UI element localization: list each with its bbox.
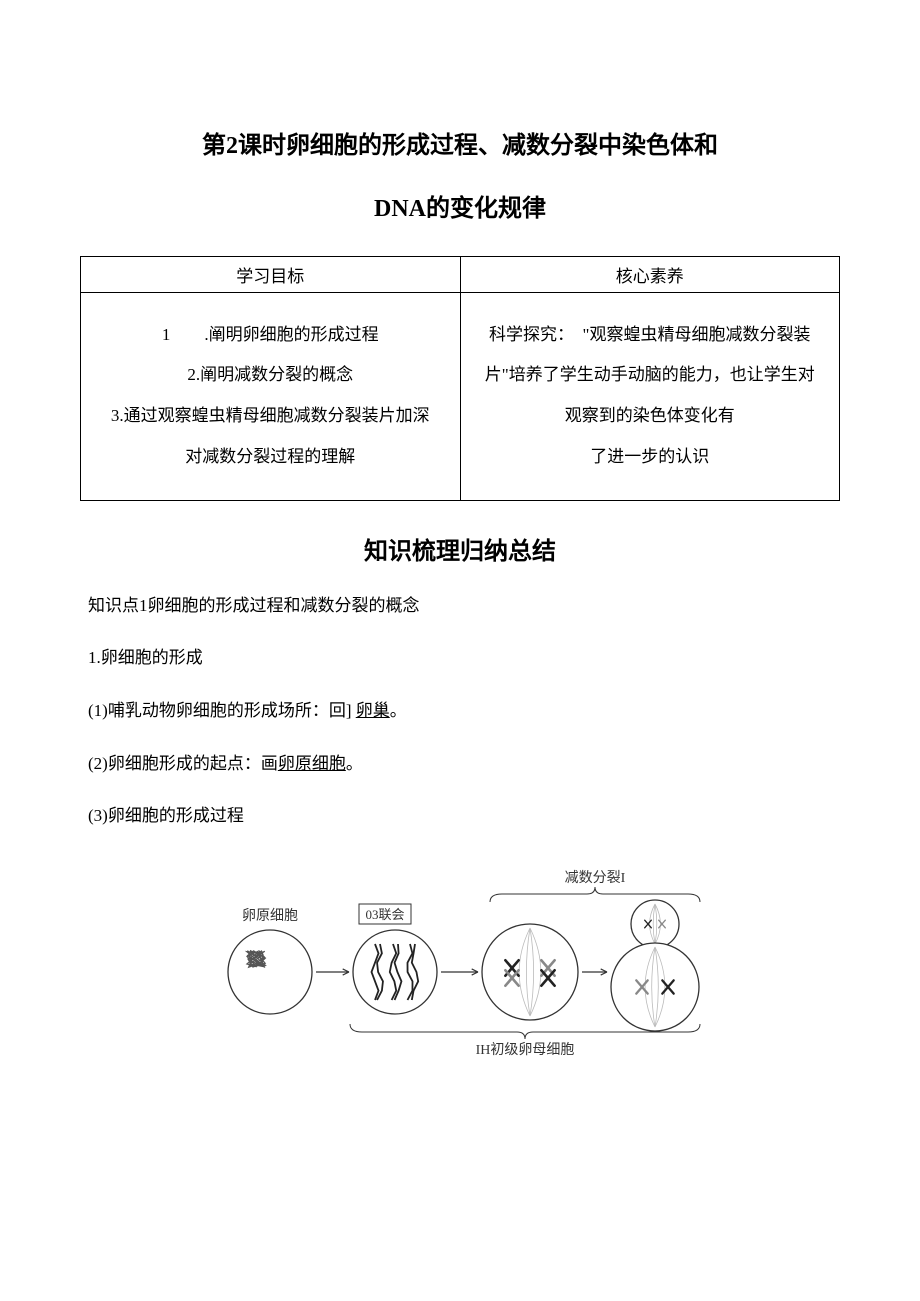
knowledge-point-header: 知识点1卵细胞的形成过程和减数分裂的概念 [80,591,840,622]
svg-text:卵原细胞: 卵原细胞 [242,908,298,924]
obj-right-line1: 科学探究： "观察蝗虫精母细胞减数分裂装 [467,315,834,356]
item-1-1: (1)哺乳动物卵细胞的形成场所：回] 卵巢。 [80,696,840,727]
svg-text:减数分裂I: 减数分裂I [565,870,626,886]
obj-left-line4: 对减数分裂过程的理解 [87,437,454,478]
item-1-3: (3)卵细胞的形成过程 [80,801,840,832]
table-header-left: 学习目标 [81,256,461,292]
page-title-line1: 第2课时卵细胞的形成过程、减数分裂中染色体和 [80,120,840,173]
section-header: 知识梳理归纳总结 [80,531,840,566]
meiosis-diagram-svg: 减数分裂I 卵原细胞 03联会 IH初级卵母细胞 [200,862,720,1062]
svg-text:03联会: 03联会 [365,907,404,922]
item-1-1-pre: (1)哺乳动物卵细胞的形成场所：回] [88,701,356,720]
obj-left-line1: 1 .阐明卵细胞的形成过程 [87,315,454,356]
table-cell-left: 1 .阐明卵细胞的形成过程 2.阐明减数分裂的概念 3.通过观察蝗虫精母细胞减数… [81,292,461,500]
meiosis-diagram: 减数分裂I 卵原细胞 03联会 IH初级卵母细胞 [80,862,840,1067]
item-1-1-underline: 卵巢 [356,701,390,720]
obj-right-line4: 了进一步的认识 [467,437,834,478]
obj-left-line3: 3.通过观察蝗虫精母细胞减数分裂装片加深 [87,396,454,437]
obj-right-line3: 观察到的染色体变化有 [467,396,834,437]
svg-text:IH初级卵母细胞: IH初级卵母细胞 [476,1041,575,1058]
page-title-line2: DNA的变化规律 [80,183,840,236]
obj-left-line2: 2.阐明减数分裂的概念 [87,355,454,396]
item-1-1-post: 。 [390,701,407,720]
table-cell-right: 科学探究： "观察蝗虫精母细胞减数分裂装 片"培养了学生动手动脑的能力，也让学生… [460,292,840,500]
table-header-right: 核心素养 [460,256,840,292]
objectives-table: 学习目标 核心素养 1 .阐明卵细胞的形成过程 2.阐明减数分裂的概念 3.通过… [80,256,840,501]
obj-right-line2: 片"培养了学生动手动脑的能力，也让学生对 [467,355,834,396]
item-1: 1.卵细胞的形成 [80,643,840,674]
item-1-2-pre: (2)卵细胞形成的起点：画 [88,754,278,773]
item-1-2: (2)卵细胞形成的起点：画卵原细胞。 [80,749,840,780]
item-1-2-underline: 卵原细胞 [278,754,346,773]
item-1-2-post: 。 [346,754,363,773]
